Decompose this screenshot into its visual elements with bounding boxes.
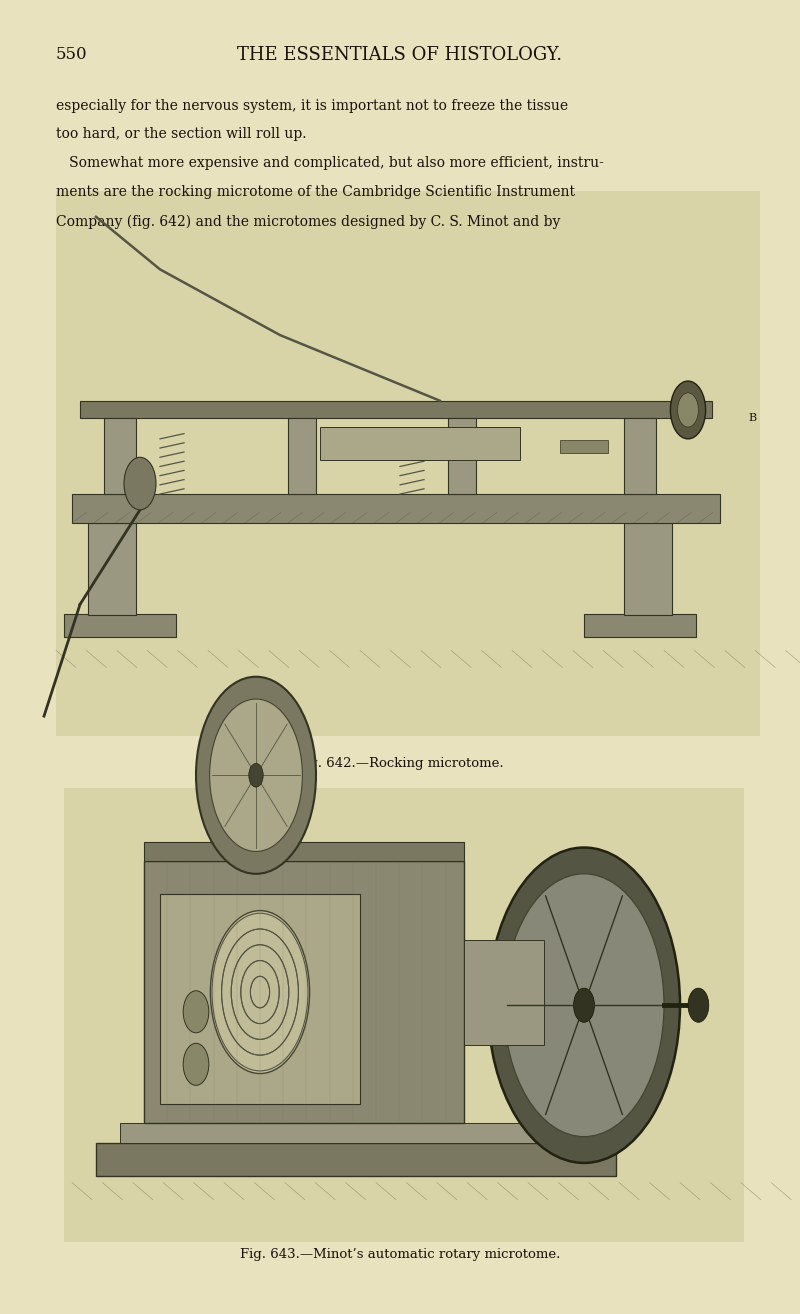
Text: Company (fig. 642) and the microtomes designed by C. S. Minot and by: Company (fig. 642) and the microtomes de… — [56, 214, 560, 229]
Bar — [144, 861, 464, 1123]
Bar — [80, 401, 712, 418]
Text: 550: 550 — [56, 46, 88, 63]
Bar — [64, 788, 744, 1242]
Circle shape — [183, 991, 209, 1033]
Text: B: B — [748, 413, 756, 423]
Text: THE ESSENTIALS OF HISTOLOGY.: THE ESSENTIALS OF HISTOLOGY. — [238, 46, 562, 64]
Bar — [464, 940, 544, 1045]
Circle shape — [183, 1043, 209, 1085]
Bar — [624, 418, 656, 494]
Circle shape — [574, 988, 594, 1022]
Circle shape — [678, 393, 698, 427]
Circle shape — [210, 699, 302, 851]
Bar — [160, 894, 360, 1104]
Bar — [448, 418, 476, 494]
Bar — [72, 494, 720, 523]
Bar — [120, 1123, 584, 1143]
Bar — [64, 614, 176, 637]
Bar — [56, 191, 760, 736]
Bar — [624, 523, 672, 615]
Bar — [560, 440, 608, 453]
Text: too hard, or the section will roll up.: too hard, or the section will roll up. — [56, 127, 306, 142]
Bar — [104, 418, 136, 494]
Text: Fig. 642.—Rocking microtome.: Fig. 642.—Rocking microtome. — [296, 757, 504, 770]
Text: ments are the rocking microtome of the Cambridge Scientific Instrument: ments are the rocking microtome of the C… — [56, 185, 575, 200]
Text: especially for the nervous system, it is important not to freeze the tissue: especially for the nervous system, it is… — [56, 99, 568, 113]
Circle shape — [670, 381, 706, 439]
Circle shape — [196, 677, 316, 874]
Bar — [288, 418, 316, 494]
Bar — [144, 842, 464, 861]
Bar — [584, 614, 696, 637]
Circle shape — [124, 457, 156, 510]
Bar — [96, 1143, 616, 1176]
Bar — [88, 523, 136, 615]
Text: Somewhat more expensive and complicated, but also more efficient, instru-: Somewhat more expensive and complicated,… — [56, 156, 604, 171]
Circle shape — [504, 874, 664, 1137]
Circle shape — [688, 988, 709, 1022]
Bar — [320, 427, 520, 460]
Circle shape — [249, 763, 263, 787]
Circle shape — [210, 911, 310, 1074]
Text: Fig. 643.—Minot’s automatic rotary microtome.: Fig. 643.—Minot’s automatic rotary micro… — [240, 1248, 560, 1261]
Circle shape — [488, 848, 680, 1163]
